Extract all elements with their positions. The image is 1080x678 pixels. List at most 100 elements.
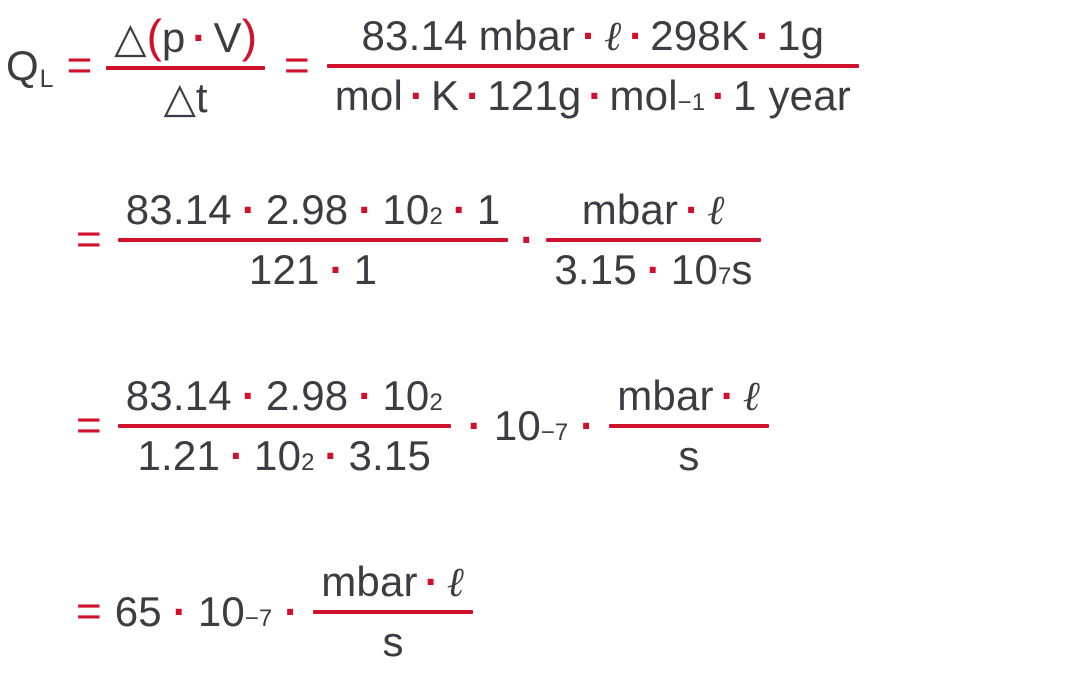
equals-sign-1b: = (284, 41, 310, 90)
dot-operator: · (712, 72, 727, 119)
fraction-bar-unit-line2 (546, 238, 761, 242)
variable-V: V (213, 13, 242, 61)
dot-operator: · (646, 246, 661, 293)
dot-operator: · (230, 432, 245, 479)
fraction-bar-substitution (326, 64, 859, 68)
power-ten-minus-seven: 10 −7 (493, 402, 569, 449)
fraction-unit-line4-numerator: mbar · ℓ (313, 557, 473, 606)
dot-operator: · (588, 72, 603, 119)
dot-operator: · (329, 246, 344, 293)
fraction-numeric-line2: 83.14 · 2.98 · 10 2 · 1 121 · 1 (117, 185, 509, 292)
dot-operator: · (172, 588, 187, 635)
variable-q-letter: Q (6, 42, 39, 89)
fraction-definition-denominator: △ t (156, 75, 216, 120)
value-83-14: 83.14 (125, 185, 232, 233)
unit-mbar: mbar (581, 185, 679, 233)
value-1-21: 1.21 (137, 432, 221, 479)
fraction-unit-line2: mbar · ℓ 3.15 · 10 7 s (546, 185, 761, 292)
unit-mbar: mbar (478, 11, 576, 59)
dot-operator: · (582, 11, 597, 59)
fraction-substitution-numerator: 83.14 mbar · ℓ · 298K · 1g (354, 11, 833, 60)
fraction-bar-numeric-line2 (117, 238, 509, 242)
paren-open: ( (146, 9, 162, 62)
fraction-unit-line3-numerator: mbar · ℓ (609, 371, 769, 420)
power-ten-base: 10 (382, 185, 430, 233)
dot-operator: · (720, 371, 735, 419)
unit-litre: ℓ (446, 557, 464, 606)
value-298K: 298K (650, 11, 750, 59)
fraction-unit-line4: mbar · ℓ s (313, 557, 473, 664)
unit-kelvin: K (431, 72, 460, 119)
dot-operator-before-unit: · (580, 402, 595, 449)
power-ten-squared: 10 2 (382, 185, 443, 233)
value-2-98: 2.98 (265, 185, 349, 233)
dot-operator: · (358, 371, 373, 419)
dot-operator: · (192, 13, 207, 61)
value-121g: 121g (487, 72, 582, 119)
fraction-unit-line3: mbar · ℓ s (609, 371, 769, 478)
fraction-bar-unit-line4 (313, 610, 473, 614)
fraction-numeric-line3-numerator: 83.14 · 2.98 · 10 2 (118, 371, 451, 419)
fraction-definition-numerator: △(p · V) (106, 9, 265, 62)
result-coefficient-65: 65 (114, 588, 162, 635)
dot-operator: · (466, 72, 481, 119)
dot-operator: · (685, 185, 700, 233)
power-ten-squared: 10 2 (382, 371, 443, 419)
fraction-numeric-line3: 83.14 · 2.98 · 10 2 1.21 · 10 2 · 3.15 (117, 371, 451, 479)
value-83-14: 83.14 (125, 371, 232, 419)
unit-mol-inverse-base: mol (609, 72, 678, 119)
dot-operator: · (241, 185, 256, 233)
fraction-unit-line2-denominator: 3.15 · 10 7 s (546, 247, 760, 292)
value-1: 1 (353, 246, 378, 293)
equals-sign-1a: = (66, 41, 93, 90)
unit-litre: ℓ (604, 11, 622, 60)
unit-mol-inverse: mol −1 (609, 72, 706, 119)
fraction-bar-definition (106, 66, 266, 71)
unit-second: s (731, 246, 753, 293)
unit-mol: mol (334, 72, 404, 119)
power-ten-base: 10 (197, 588, 245, 635)
unit-litre: ℓ (707, 185, 725, 234)
variable-p: p (161, 13, 186, 61)
dot-operator: · (324, 432, 339, 479)
power-ten-squared: 10 2 (254, 432, 315, 479)
fraction-numeric-line2-numerator: 83.14 · 2.98 · 10 2 · 1 (118, 185, 509, 233)
dot-operator: · (241, 371, 256, 419)
unit-mbar: mbar (617, 371, 714, 419)
value-1-year: 1 year (733, 72, 851, 119)
value-83-14: 83.14 (361, 11, 468, 59)
fraction-unit-line2-numerator: mbar · ℓ (574, 185, 734, 234)
value-1: 1 (476, 185, 501, 233)
value-3-15: 3.15 (348, 432, 432, 479)
equation-line-2: = 83.14 · 2.98 · 10 2 · 1 121 · 1 · mba (76, 172, 764, 308)
paren-close: ) (241, 9, 258, 62)
dot-operator: · (358, 185, 373, 233)
unit-mbar: mbar (321, 557, 418, 605)
delta-symbol-numerator: △ (114, 13, 147, 61)
value-3-15: 3.15 (554, 246, 637, 293)
power-ten-base: 10 (670, 246, 719, 293)
equation-line-3: = 83.14 · 2.98 · 10 2 1.21 · 10 2 · 3.15 ·… (76, 358, 772, 494)
equals-sign-4: = (76, 587, 102, 636)
unit-litre: ℓ (742, 371, 760, 420)
fraction-definition: △(p · V) △ t (106, 9, 266, 120)
fraction-bar-numeric-line3 (117, 424, 451, 428)
equals-sign-3: = (76, 401, 102, 450)
dot-operator: · (284, 588, 299, 635)
equation-line-4-result: = 65 · 10 −7 · mbar · ℓ s (76, 546, 476, 678)
power-ten-base: 10 (382, 371, 430, 419)
value-1g: 1g (777, 11, 825, 59)
fraction-numeric-line2-denominator: 121 · 1 (241, 247, 385, 292)
dot-operator-before-power: · (467, 402, 482, 449)
dot-operator-between-fractions: · (520, 216, 535, 263)
fraction-unit-line4-denominator: s (374, 619, 411, 664)
fraction-substitution-denominator: mol · K · 121g · mol −1 · 1 year (327, 73, 859, 118)
dot-operator: · (452, 185, 467, 233)
dot-operator: · (410, 72, 425, 119)
value-121: 121 (248, 246, 320, 293)
dot-operator: · (629, 11, 644, 59)
fraction-unit-line3-denominator: s (670, 433, 707, 478)
fraction-substitution: 83.14 mbar · ℓ · 298K · 1g mol · K · 121… (326, 11, 859, 118)
